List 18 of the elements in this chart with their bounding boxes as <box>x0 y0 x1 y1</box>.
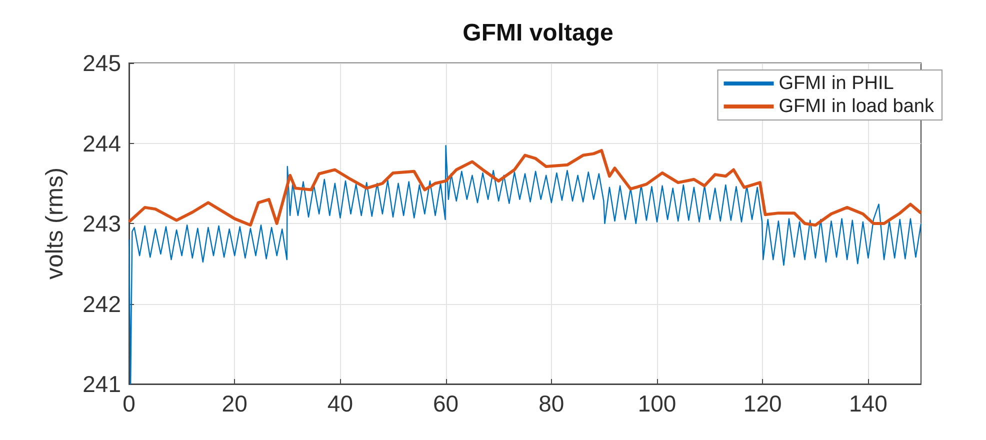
x-tick-label: 140 <box>849 390 888 416</box>
chart-title: GFMI voltage <box>462 20 614 46</box>
legend-label: GFMI in load bank <box>778 96 934 117</box>
x-tick-label: 100 <box>638 390 676 416</box>
y-tick-label: 244 <box>82 130 122 156</box>
y-axis-title: volts (rms) <box>42 168 68 280</box>
y-tick-label: 242 <box>82 290 121 317</box>
line-series <box>128 148 922 227</box>
x-tick-label: 40 <box>327 390 353 416</box>
legend-label: GFMI in PHIL <box>778 73 894 94</box>
x-tick-label: 0 <box>122 390 136 416</box>
y-tick-label: 241 <box>82 371 121 397</box>
x-tick-label: 60 <box>433 390 459 416</box>
x-tick-label: 20 <box>222 390 248 416</box>
x-tick-label: 120 <box>743 390 782 416</box>
y-tick-label: 245 <box>82 50 121 76</box>
y-tick-label: 243 <box>82 210 121 236</box>
x-tick-label: 80 <box>538 390 564 416</box>
